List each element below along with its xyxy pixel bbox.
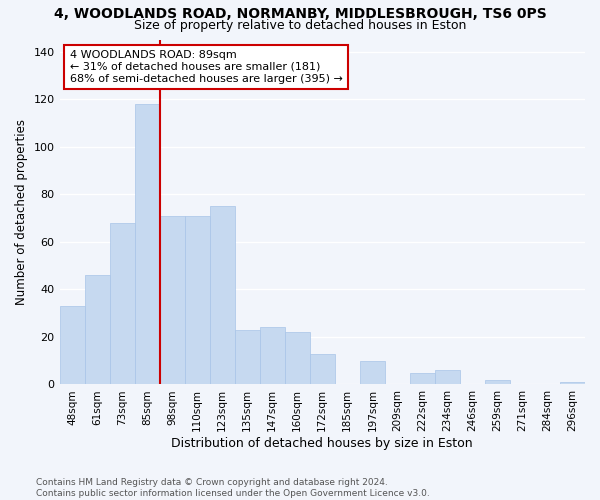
- Text: 4 WOODLANDS ROAD: 89sqm
← 31% of detached houses are smaller (181)
68% of semi-d: 4 WOODLANDS ROAD: 89sqm ← 31% of detache…: [70, 50, 343, 84]
- Y-axis label: Number of detached properties: Number of detached properties: [15, 119, 28, 305]
- Bar: [485, 380, 510, 384]
- Bar: [560, 382, 585, 384]
- Bar: [285, 332, 310, 384]
- Bar: [85, 275, 110, 384]
- Bar: [360, 360, 385, 384]
- Text: Size of property relative to detached houses in Eston: Size of property relative to detached ho…: [134, 18, 466, 32]
- Bar: [435, 370, 460, 384]
- Bar: [235, 330, 260, 384]
- Text: Contains HM Land Registry data © Crown copyright and database right 2024.
Contai: Contains HM Land Registry data © Crown c…: [36, 478, 430, 498]
- Bar: [410, 372, 435, 384]
- Bar: [110, 223, 134, 384]
- Bar: [260, 328, 285, 384]
- Bar: [59, 306, 85, 384]
- Bar: [185, 216, 209, 384]
- Text: 4, WOODLANDS ROAD, NORMANBY, MIDDLESBROUGH, TS6 0PS: 4, WOODLANDS ROAD, NORMANBY, MIDDLESBROU…: [53, 8, 547, 22]
- Bar: [209, 206, 235, 384]
- Bar: [310, 354, 335, 384]
- Bar: [134, 104, 160, 384]
- Bar: [160, 216, 185, 384]
- X-axis label: Distribution of detached houses by size in Eston: Distribution of detached houses by size …: [172, 437, 473, 450]
